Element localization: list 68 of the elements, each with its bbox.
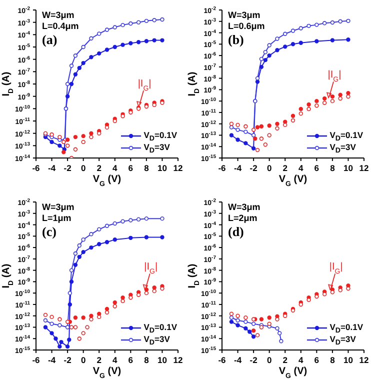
legend-label: V$_{D}$=0.1V [330,322,363,334]
x-tick-label: 12 [173,355,183,365]
x-tick-label: 6 [314,163,320,173]
x-tick-label: 12 [359,355,369,365]
x-tick-label: 12 [359,163,369,173]
x-tick-label: -2 [250,163,258,173]
legend-label: V$_{D}$=0.1V [144,322,177,334]
x-axis-title: V$_{G}$ (V) [92,174,122,188]
x-tick-label: -2 [64,355,72,365]
x-tick-label: 4 [298,355,304,365]
legend-label: V$_{D}$=0.1V [144,130,177,142]
legend-label: V$_{D}$=3V [330,334,356,346]
x-tick-label: -4 [48,163,56,173]
x-tick-label: 4 [112,355,118,365]
legend-label: V$_{D}$=3V [144,142,170,154]
x-tick-label: 10 [343,163,354,173]
x-tick-label: 8 [144,355,150,365]
x-tick-label: -2 [64,163,72,173]
x-tick-label: 4 [298,163,304,173]
annotation: L=2μm [228,213,258,224]
x-tick-label: 2 [282,355,288,365]
x-tick-label: -2 [250,355,258,365]
legend-label: V$_{D}$=0.1V [330,130,363,142]
annotation: L=0.6μm [228,21,265,32]
annotation: (d) [228,224,244,239]
x-tick-label: 0 [80,355,86,365]
x-tick-label: 8 [330,163,336,173]
x-tick-label: 10 [157,163,168,173]
annotation: |I$_{G}$| [138,78,152,92]
x-tick-label: 12 [173,163,183,173]
x-tick-label: 0 [266,355,272,365]
x-tick-label: -6 [32,355,40,365]
x-tick-label: -6 [218,163,226,173]
annotation: |I$_{G}$| [144,262,158,276]
annotation: (a) [42,32,58,47]
annotation: (b) [228,32,244,47]
x-tick-label: 10 [157,355,168,365]
x-tick-label: -4 [48,355,56,365]
x-tick-label: -6 [32,163,40,173]
x-tick-label: 8 [330,355,336,365]
annotation: W=3μm [228,202,260,212]
x-axis-title: V$_{G}$ (V) [278,174,308,188]
x-tick-label: 8 [144,163,150,173]
x-tick-label: -4 [234,163,242,173]
x-tick-label: 6 [314,355,320,365]
x-tick-label: 0 [80,163,86,173]
annotation: W=3μm [42,10,74,20]
x-tick-label: 6 [128,355,134,365]
legend-label: V$_{D}$=3V [144,334,170,346]
x-tick-label: 10 [343,355,354,365]
x-tick-label: -4 [234,355,242,365]
legend-label: V$_{D}$=3V [330,142,356,154]
x-tick-label: 0 [266,163,272,173]
x-axis-title: V$_{G}$ (V) [278,366,308,380]
annotation: L=1μm [42,213,72,224]
x-tick-label: -6 [218,355,226,365]
x-axis-title: V$_{G}$ (V) [92,366,122,380]
annotation: W=3μm [42,202,74,212]
x-tick-label: 2 [96,163,102,173]
x-tick-label: 6 [128,163,134,173]
x-tick-label: 4 [112,163,118,173]
annotation: W=3μm [228,10,260,20]
annotation: (c) [42,224,56,239]
annotation: L=0.4μm [42,21,79,32]
x-tick-label: 2 [282,163,288,173]
x-tick-label: 2 [96,355,102,365]
annotation: |I$_{G}$| [329,262,343,276]
annotation: |I$_{G}$| [328,70,342,84]
